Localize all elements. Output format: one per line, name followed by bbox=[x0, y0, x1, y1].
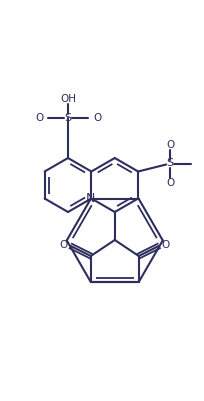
Text: O: O bbox=[60, 240, 68, 250]
Text: O: O bbox=[162, 240, 170, 250]
Text: N: N bbox=[86, 192, 95, 205]
Text: O: O bbox=[35, 113, 43, 123]
Text: S: S bbox=[64, 113, 72, 123]
Text: O: O bbox=[93, 113, 101, 123]
Text: OH: OH bbox=[60, 94, 76, 104]
Text: S: S bbox=[167, 158, 174, 168]
Text: O: O bbox=[166, 178, 174, 188]
Text: O: O bbox=[166, 140, 174, 150]
